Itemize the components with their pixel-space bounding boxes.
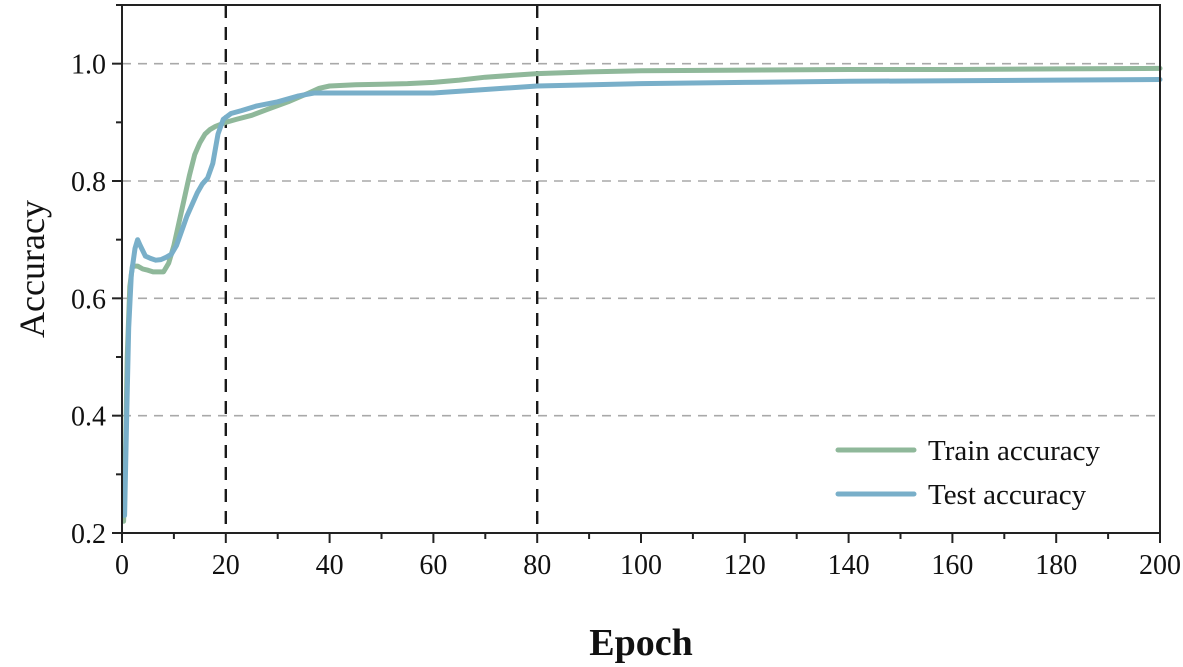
x-tick-label: 120: [724, 550, 766, 581]
legend: Train accuracy Test accuracy: [835, 435, 1101, 511]
series-line: [121, 65, 1163, 524]
reference-lines: [224, 5, 539, 533]
x-tick-label: 0: [115, 550, 129, 581]
y-axis-title: Accuracy: [12, 200, 52, 338]
y-tick-label: 0.4: [71, 402, 106, 433]
y-tick-label: 0.8: [71, 167, 106, 198]
y-tick-label: 0.2: [71, 519, 106, 550]
x-tick-label: 160: [931, 550, 973, 581]
x-tick-label: 180: [1035, 550, 1077, 581]
series-lines: [121, 65, 1163, 524]
legend-label: Test accuracy: [928, 479, 1087, 511]
x-tick-label: 40: [316, 550, 344, 581]
x-axis-ticks: 0 20 40 60 80 100 120 140 160 180 200: [115, 533, 1181, 581]
x-tick-label: 80: [523, 550, 551, 581]
x-tick-label: 140: [828, 550, 870, 581]
grid-lines: [122, 62, 1160, 417]
x-tick-label: 200: [1139, 550, 1181, 581]
x-tick-label: 60: [419, 550, 447, 581]
y-tick-label: 0.6: [71, 284, 106, 315]
x-tick-label: 20: [212, 550, 240, 581]
legend-label: Train accuracy: [928, 435, 1101, 467]
series-line: [122, 77, 1163, 518]
y-axis-ticks: 0.2 0.4 0.6 0.8 1.0: [71, 4, 122, 550]
x-axis-title: Epoch: [589, 622, 692, 664]
y-tick-label: 1.0: [71, 50, 106, 81]
x-tick-label: 100: [620, 550, 662, 581]
